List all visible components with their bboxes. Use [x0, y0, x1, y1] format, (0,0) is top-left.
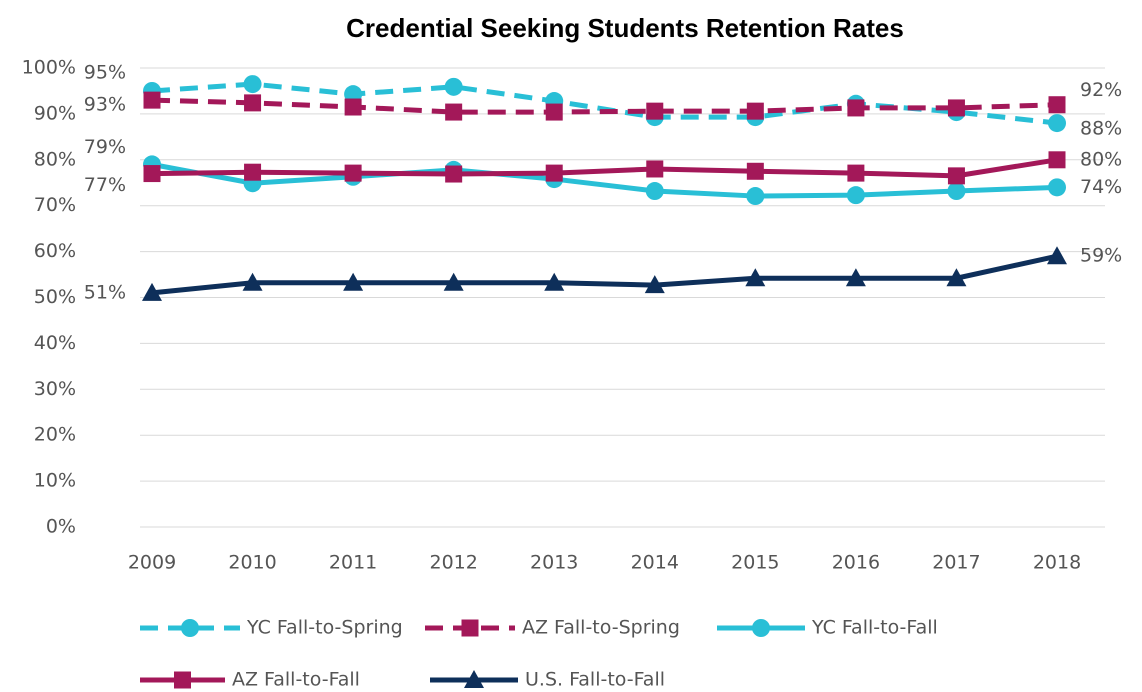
y-tick-label: 30% [34, 378, 76, 400]
point-marker [645, 182, 664, 201]
x-tick-label: 2014 [631, 552, 679, 574]
legend-label: AZ Fall-to-Fall [232, 669, 360, 691]
point-marker [947, 99, 965, 117]
series-line [151, 161, 1058, 199]
data-label: 74% [1080, 176, 1122, 198]
point-marker [344, 98, 362, 116]
data-label: 88% [1080, 118, 1122, 140]
data-label: 95% [84, 61, 126, 83]
y-tick-label: 70% [34, 194, 76, 216]
data-label: 77% [84, 174, 126, 196]
legend-label: AZ Fall-to-Spring [522, 617, 680, 639]
point-marker [745, 268, 766, 287]
legend-label: YC Fall-to-Fall [811, 617, 938, 639]
point-marker [847, 99, 865, 117]
point-marker [746, 187, 765, 206]
point-marker [443, 272, 464, 291]
point-marker [344, 164, 362, 182]
data-label: 79% [84, 136, 126, 158]
point-marker [1048, 178, 1066, 197]
legend-marker [174, 671, 191, 689]
x-tick-label: 2010 [228, 552, 276, 574]
y-tick-label: 100% [22, 57, 76, 79]
x-tick-label: 2009 [128, 552, 176, 574]
legend-marker [464, 670, 484, 688]
y-tick-label: 80% [34, 148, 76, 170]
point-marker [845, 268, 866, 287]
point-marker [343, 272, 364, 291]
point-marker [143, 91, 161, 109]
y-tick-label: 50% [34, 286, 76, 308]
y-tick-label: 40% [34, 332, 76, 354]
x-tick-label: 2011 [329, 552, 377, 574]
data-label: 80% [1080, 148, 1122, 170]
point-marker [244, 94, 262, 112]
point-marker [646, 102, 664, 120]
y-tick-label: 0% [46, 516, 76, 538]
point-marker [946, 268, 967, 287]
point-marker [243, 75, 262, 94]
point-marker [142, 282, 162, 301]
series-line [151, 253, 1058, 296]
x-tick-label: 2016 [832, 552, 880, 574]
data-label: 93% [84, 94, 126, 116]
point-marker [445, 165, 463, 183]
point-marker [244, 163, 262, 181]
legend-label: YC Fall-to-Spring [246, 617, 403, 639]
point-marker [545, 164, 563, 182]
point-marker [947, 167, 965, 185]
point-marker [545, 103, 563, 121]
point-marker [947, 182, 966, 201]
point-marker [746, 162, 764, 180]
y-tick-label: 20% [34, 424, 76, 446]
point-marker [1047, 246, 1067, 265]
point-marker [644, 275, 665, 294]
chart-title: Credential Seeking Students Retention Ra… [346, 13, 904, 43]
point-marker [646, 160, 664, 178]
series-line [151, 157, 1058, 179]
point-marker [444, 77, 463, 96]
x-tick-label: 2018 [1033, 552, 1081, 574]
y-tick-label: 10% [34, 470, 76, 492]
x-tick-label: 2012 [429, 552, 477, 574]
legend-marker [181, 619, 199, 637]
point-marker [1048, 151, 1066, 169]
data-label: 59% [1080, 245, 1122, 267]
point-marker [242, 272, 263, 291]
point-marker [846, 186, 865, 205]
point-marker [1048, 96, 1066, 114]
point-marker [445, 103, 463, 121]
legend-marker [752, 619, 770, 637]
series-line [151, 97, 1058, 115]
series-line [151, 81, 1058, 126]
point-marker [143, 165, 161, 183]
point-marker [1048, 114, 1066, 133]
data-label: 51% [84, 281, 126, 303]
y-tick-label: 60% [34, 240, 76, 262]
legend-marker [461, 619, 479, 637]
data-label: 92% [1080, 79, 1122, 101]
point-marker [746, 102, 764, 120]
point-marker [847, 164, 865, 182]
x-tick-label: 2015 [731, 552, 779, 574]
point-marker [544, 272, 565, 291]
legend-label: U.S. Fall-to-Fall [525, 669, 665, 691]
x-tick-label: 2013 [530, 552, 578, 574]
x-tick-label: 2017 [932, 552, 980, 574]
y-tick-label: 90% [34, 102, 76, 124]
